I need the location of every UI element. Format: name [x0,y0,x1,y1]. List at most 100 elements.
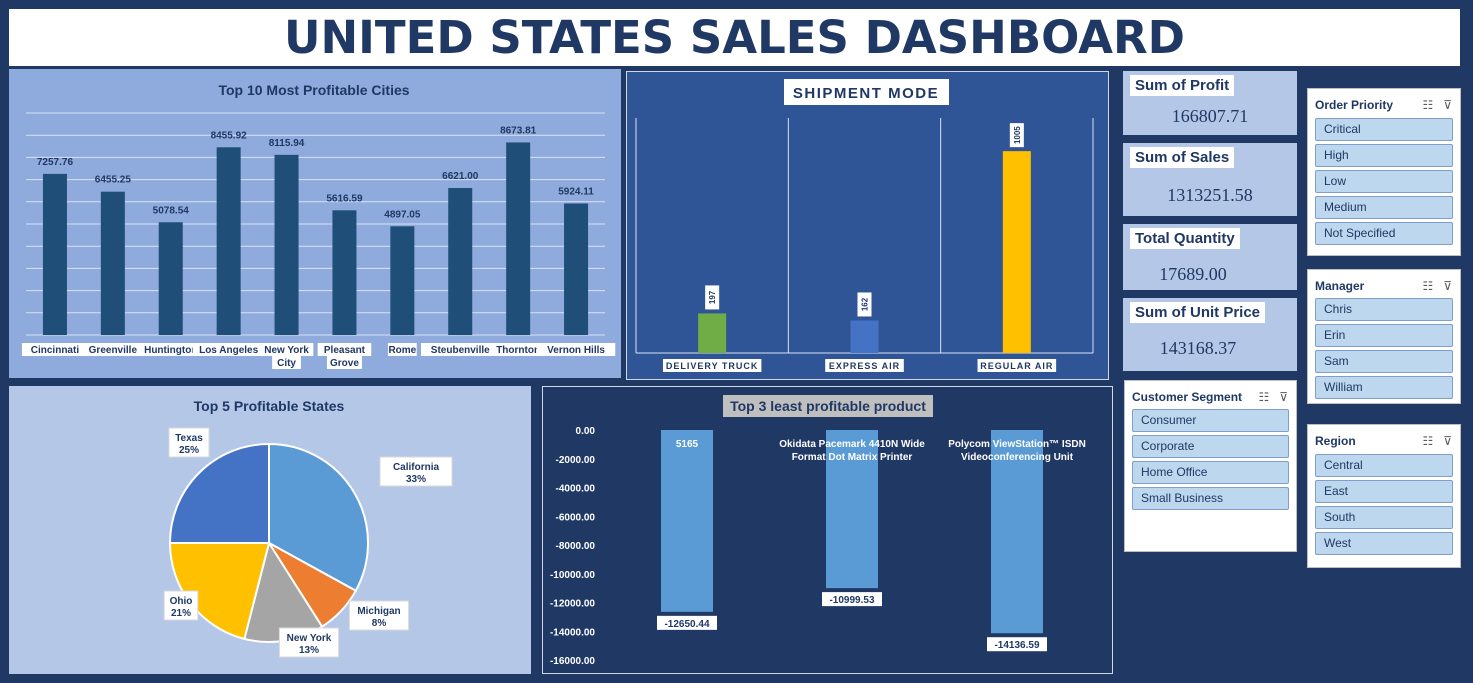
category-label: 5165 [676,439,699,450]
tick-label-bg [326,356,362,369]
tick-label: REGULAR AIR [980,361,1053,371]
data-label: 162 [861,297,870,311]
tick-label-bg [272,356,301,369]
tick-label-bg [317,343,372,356]
chart-title: Top 3 least profitable product [730,398,926,414]
kpi-sum-of-profit: Sum of Profit 166807.71 [1123,71,1297,135]
y-tick-label: -6000.00 [556,512,596,523]
tick-label: Thornton [496,345,540,356]
tick-label: Vernon Hills [547,345,605,356]
chart-title-bg [784,79,949,105]
slicer-item-not-specified[interactable]: Not Specified [1315,222,1453,245]
tick-label: Greenville [89,345,138,356]
kpi-sum-of-unit-price: Sum of Unit Price 143168.37 [1123,298,1297,371]
pie-slice [168,442,270,544]
data-label-bg [822,592,882,607]
customer-segment-slicer: Customer Segment ☷ ⊽ Consumer Corporate … [1124,380,1297,552]
slicer-item-erin[interactable]: Erin [1315,324,1453,347]
kpi-value: 166807.71 [1171,106,1249,126]
clear-filter-icon[interactable]: ⊽ [1443,434,1452,448]
slice-percent: 21% [171,608,191,619]
kpi-total-quantity: Total Quantity 17689.00 [1123,224,1297,290]
slice-label-bg [278,627,340,658]
tick-label-bg [421,343,500,356]
slicer-item-chris[interactable]: Chris [1315,298,1453,321]
cities-bar-chart: Top 10 Most Profitable Cities 7257.76 Cinc… [21,82,616,369]
slicer-item-critical[interactable]: Critical [1315,118,1453,141]
slicer-item-west[interactable]: West [1315,532,1453,555]
manager-slicer: Manager ☷ ⊽ Chris Erin Sam William [1307,269,1461,404]
data-label: 1005 [1013,126,1022,144]
kpi-sum-of-sales: Sum of Sales 1313251.58 [1123,143,1297,216]
slicer-item-consumer[interactable]: Consumer [1132,409,1289,432]
least-profitable-chart-panel: Top 3 least profitable product 0.00 -2000.… [542,386,1113,674]
region-slicer: Region ☷ ⊽ Central East South West [1307,424,1461,568]
data-label: 8455.92 [211,130,248,141]
slicer-item-home-office[interactable]: Home Office [1132,461,1289,484]
slice-name: Michigan [357,606,400,617]
slice-name: California [393,462,440,473]
y-tick-label: -2000.00 [556,455,596,466]
data-label: 6621.00 [442,171,479,182]
data-label: 6455.25 [95,175,132,186]
kpi-value: 1313251.58 [1167,185,1253,205]
bar [100,191,125,335]
clear-filter-icon[interactable]: ⊽ [1279,390,1288,404]
dashboard-title: UNITED STATES SALES DASHBOARD [283,11,1185,64]
bar [158,222,183,335]
tick-label-bg [825,359,904,372]
slicer-item-central[interactable]: Central [1315,454,1453,477]
slicer-item-sam[interactable]: Sam [1315,350,1453,373]
data-label: 5924.11 [558,186,594,197]
slicer-item-medium[interactable]: Medium [1315,196,1453,219]
multi-select-icon[interactable]: ☷ [1422,98,1434,112]
y-tick-label: -4000.00 [556,484,596,495]
least-profitable-bar-chart: Top 3 least profitable product 0.00 -2000.… [550,395,1086,667]
bar [274,154,299,335]
tick-label-bg [977,359,1057,372]
data-label: 4897.05 [384,209,421,220]
slicer-title: Region [1315,434,1356,448]
multi-select-icon[interactable]: ☷ [1422,279,1434,293]
clear-filter-icon[interactable]: ⊽ [1443,279,1452,293]
bar [42,173,67,335]
y-tick-label: -8000.00 [556,541,596,552]
slicer-item-small-business[interactable]: Small Business [1132,487,1289,510]
tick-label: EXPRESS AIR [829,361,900,371]
slicer-title: Order Priority [1315,98,1394,112]
slicer-item-east[interactable]: East [1315,480,1453,503]
bar [332,210,357,335]
data-label: 8673.81 [500,125,537,136]
tick-label: Grove [330,358,359,369]
tick-label: Los Angeles [199,345,259,356]
kpi-label: Sum of Profit [1130,75,1235,96]
clear-filter-icon[interactable]: ⊽ [1443,98,1452,112]
slicer-title: Customer Segment [1132,390,1243,404]
bar [390,226,415,335]
tick-label-bg [536,343,616,356]
data-label: 197 [708,290,717,304]
tick-label: Rome [388,345,416,356]
bar [661,430,713,612]
data-label: 5616.59 [326,193,363,204]
slice-percent: 8% [372,618,387,629]
bar [850,320,879,353]
chart-title: SHIPMENT MODE [793,85,939,102]
slicer-item-high[interactable]: High [1315,144,1453,167]
cities-chart-panel: Top 10 Most Profitable Cities 7257.76 Cinc… [9,69,621,378]
bar [216,147,241,335]
slice-percent: 13% [299,645,319,656]
multi-select-icon[interactable]: ☷ [1258,390,1270,404]
data-label-bg [987,637,1047,652]
tick-label-bg [79,343,146,356]
slicer-item-low[interactable]: Low [1315,170,1453,193]
tick-label: DELIVERY TRUCK [666,361,759,371]
y-tick-label: 0.00 [576,426,596,437]
multi-select-icon[interactable]: ☷ [1422,434,1434,448]
tick-label: Cincinnati [31,345,80,356]
bar [991,430,1043,634]
slicer-item-corporate[interactable]: Corporate [1132,435,1289,458]
slicer-item-south[interactable]: South [1315,506,1453,529]
slicer-item-william[interactable]: William [1315,376,1453,399]
